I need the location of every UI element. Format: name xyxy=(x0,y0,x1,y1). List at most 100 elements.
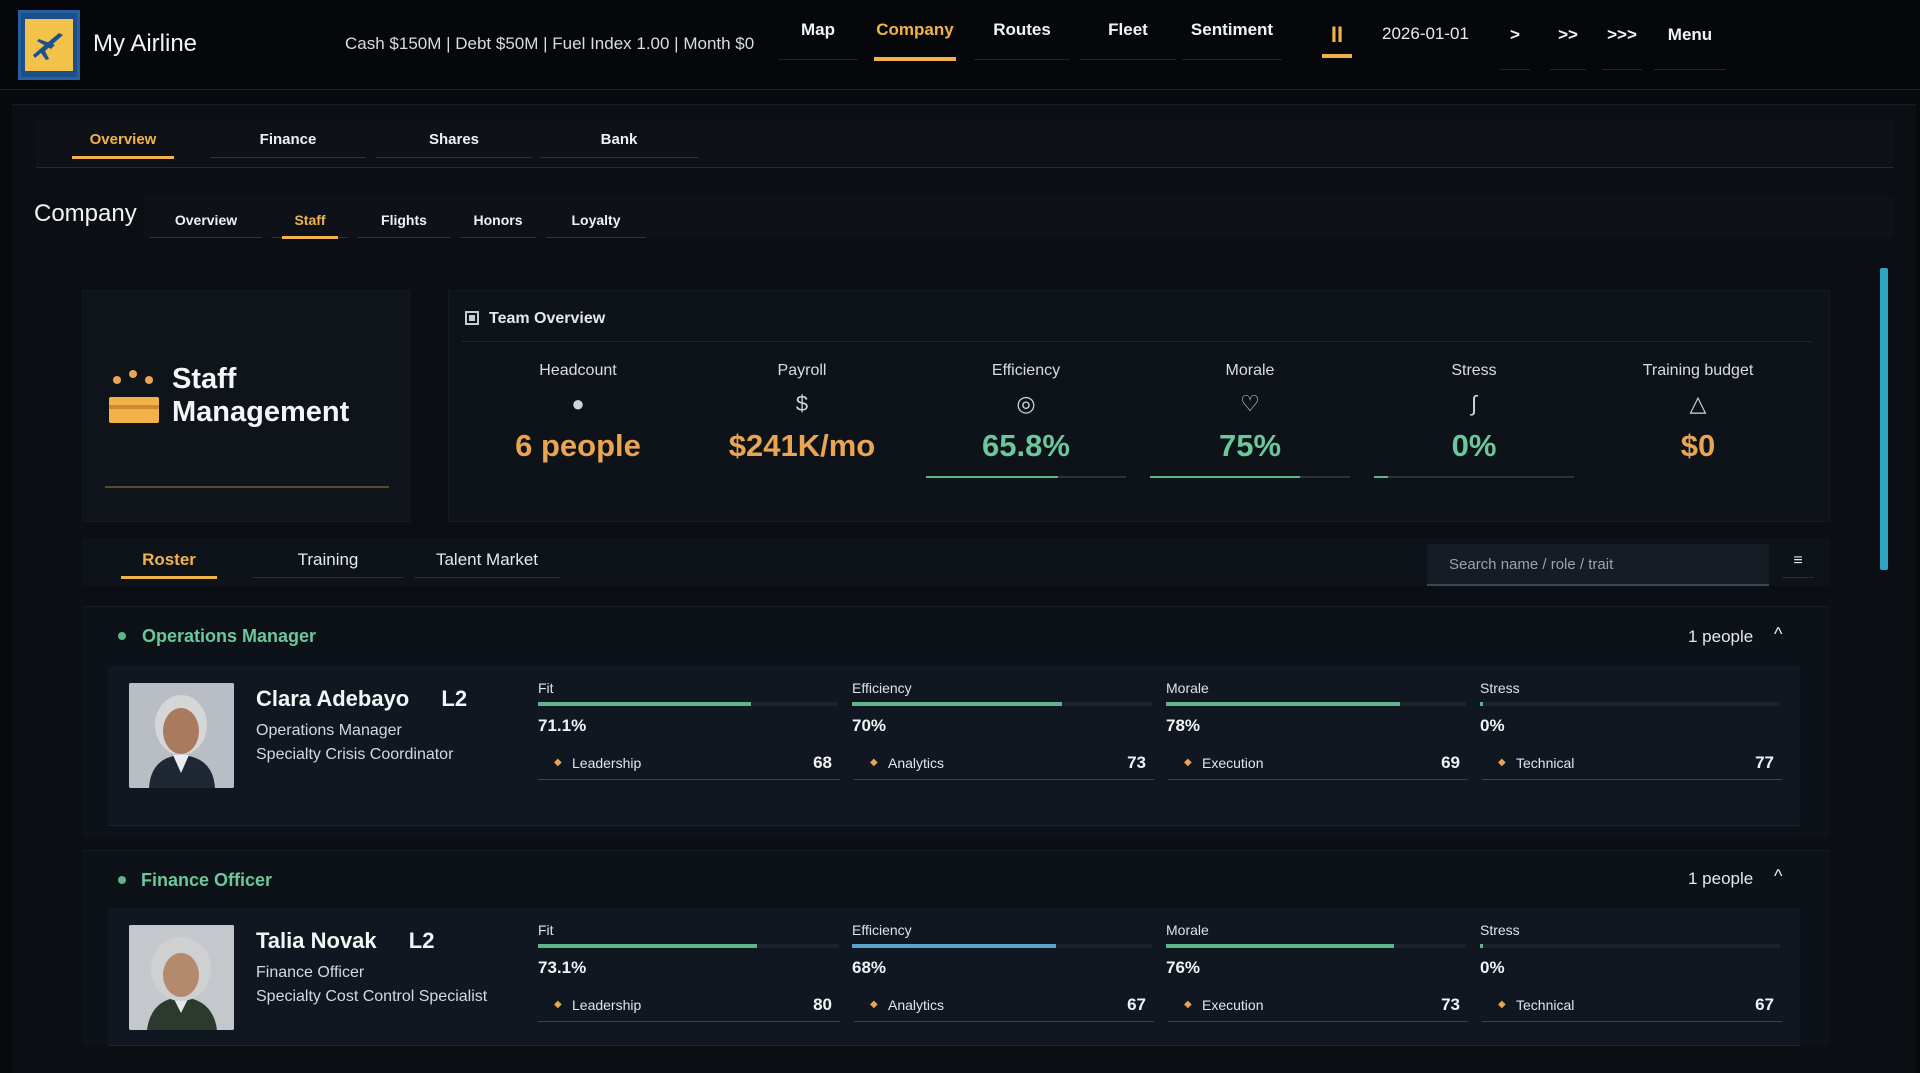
diamond-icon: ◆ xyxy=(554,757,562,768)
skill-name: Analytics xyxy=(888,996,945,1013)
subtab-staff[interactable]: Staff xyxy=(272,202,348,239)
skill-name: Execution xyxy=(1202,754,1264,771)
staff-row[interactable] xyxy=(108,666,1800,826)
skill-analytics: ◆ Analytics 73 xyxy=(854,746,1154,780)
nav-company[interactable]: Company xyxy=(874,0,956,61)
stat-bar xyxy=(1480,702,1780,706)
chevron-up-icon[interactable]: ^ xyxy=(1774,866,1783,886)
pause-button[interactable]: II xyxy=(1322,22,1352,58)
target-icon: ◎ xyxy=(1016,391,1036,416)
stat-fit: Fit 73.1% xyxy=(538,922,838,978)
metric-label: Stress xyxy=(1451,362,1497,379)
metric-headcount: Headcount ● 6 people xyxy=(478,362,678,468)
tab-bank[interactable]: Bank xyxy=(540,122,698,158)
search-input[interactable] xyxy=(1427,544,1769,586)
stat-bar xyxy=(1166,702,1466,706)
person-role: Finance Officer xyxy=(256,964,365,981)
tab-training[interactable]: Training xyxy=(252,542,404,578)
diamond-icon: ◆ xyxy=(870,999,878,1010)
group-count: 1 people xyxy=(1688,869,1754,888)
person-specialty: Specialty Crisis Coordinator xyxy=(256,746,454,763)
scrollbar-track[interactable] xyxy=(1880,268,1888,1068)
nav-routes[interactable]: Routes xyxy=(974,0,1070,60)
stat-bar xyxy=(852,944,1152,948)
menu-button[interactable]: Menu xyxy=(1654,0,1726,70)
subtab-honors[interactable]: Honors xyxy=(460,202,536,238)
skill-value: 77 xyxy=(1755,752,1774,772)
metric-stress: Stress ∫ 0% xyxy=(1374,362,1574,478)
metric-label: Payroll xyxy=(777,362,827,379)
tab-talent-market[interactable]: Talent Market xyxy=(414,542,560,578)
nav-map[interactable]: Map xyxy=(778,0,858,60)
morale-bar xyxy=(1150,476,1350,478)
skill-leadership: ◆ Leadership 68 xyxy=(538,746,840,780)
bar-fill xyxy=(538,702,751,706)
heart-icon: ♡ xyxy=(1240,391,1260,416)
stress-icon: ∫ xyxy=(1470,391,1478,416)
metric-training-budget: Training budget △ $0 xyxy=(1598,362,1798,468)
level-badge: L2 xyxy=(441,686,468,711)
app-title: My Airline xyxy=(93,30,198,57)
stat-label: Fit xyxy=(538,922,554,938)
group-count: 1 people xyxy=(1688,627,1754,646)
metric-label: Efficiency xyxy=(991,362,1061,379)
metric-label: Headcount xyxy=(539,362,617,379)
stat-bar xyxy=(852,702,1152,706)
tab-roster[interactable]: Roster xyxy=(121,542,217,579)
stat-fit: Fit 71.1% xyxy=(538,680,838,736)
metric-value: $0 xyxy=(1680,428,1716,463)
skill-analytics: ◆ Analytics 67 xyxy=(854,988,1154,1022)
bar-fill xyxy=(1480,944,1483,948)
stat-value: 73.1% xyxy=(538,958,587,977)
speed-2-button[interactable]: >> xyxy=(1550,0,1586,70)
subtab-loyalty[interactable]: Loyalty xyxy=(546,202,646,238)
skill-name: Execution xyxy=(1202,996,1264,1013)
person-name[interactable]: Clara Adebayo L2 xyxy=(256,686,467,712)
divider xyxy=(105,486,389,488)
stat-label: Efficiency xyxy=(852,680,912,696)
bar-fill xyxy=(926,476,1058,478)
scrollbar-thumb[interactable] xyxy=(1880,268,1888,570)
speed-3-button[interactable]: >>> xyxy=(1602,0,1642,70)
skill-value: 73 xyxy=(1127,752,1146,772)
stress-bar xyxy=(1374,476,1574,478)
person-name[interactable]: Talia Novak L2 xyxy=(256,928,434,954)
subtab-flights[interactable]: Flights xyxy=(358,202,450,238)
stat-stress: Stress 0% xyxy=(1480,680,1780,736)
metric-value: $241K/mo xyxy=(728,428,876,463)
skill-name: Leadership xyxy=(572,996,642,1013)
skill-name: Technical xyxy=(1516,754,1575,771)
avatar xyxy=(129,683,234,788)
stat-label: Morale xyxy=(1166,922,1209,938)
avatar xyxy=(129,925,234,1030)
subtab-overview[interactable]: Overview xyxy=(150,202,262,238)
status-dot xyxy=(118,632,126,640)
tab-shares[interactable]: Shares xyxy=(376,122,532,158)
group-title[interactable]: Finance Officer xyxy=(141,870,273,890)
stat-value: 68% xyxy=(852,958,887,977)
stat-morale: Morale 76% xyxy=(1166,922,1466,978)
stat-label: Morale xyxy=(1166,680,1209,696)
nav-fleet[interactable]: Fleet xyxy=(1080,0,1176,60)
tab-finance[interactable]: Finance xyxy=(210,122,366,158)
secondary-tabs xyxy=(144,196,1894,238)
nav-sentiment[interactable]: Sentiment xyxy=(1182,0,1282,60)
stats-block: Fit 73.1% Efficiency 68% Morale 76% Stre… xyxy=(538,922,1790,1022)
list-menu-icon[interactable]: ≡ xyxy=(1782,544,1814,578)
person-role: Operations Manager xyxy=(256,722,402,739)
stat-efficiency: Efficiency 70% xyxy=(852,680,1152,736)
diamond-icon: ◆ xyxy=(1184,999,1192,1010)
diamond-icon: ◆ xyxy=(1498,757,1506,768)
chevron-up-icon[interactable]: ^ xyxy=(1774,624,1783,644)
triangle-icon: △ xyxy=(1689,391,1707,416)
overview-icon xyxy=(465,311,479,325)
speed-1-button[interactable]: > xyxy=(1500,0,1530,70)
metric-payroll: Payroll $ $241K/mo xyxy=(702,362,902,468)
tab-overview[interactable]: Overview xyxy=(72,122,174,159)
skill-value: 69 xyxy=(1441,752,1460,772)
metric-efficiency: Efficiency ◎ 65.8% xyxy=(926,362,1126,478)
staff-row[interactable] xyxy=(108,908,1800,1046)
skill-value: 68 xyxy=(813,752,832,772)
level-badge: L2 xyxy=(408,928,435,953)
group-title[interactable]: Operations Manager xyxy=(142,626,317,646)
